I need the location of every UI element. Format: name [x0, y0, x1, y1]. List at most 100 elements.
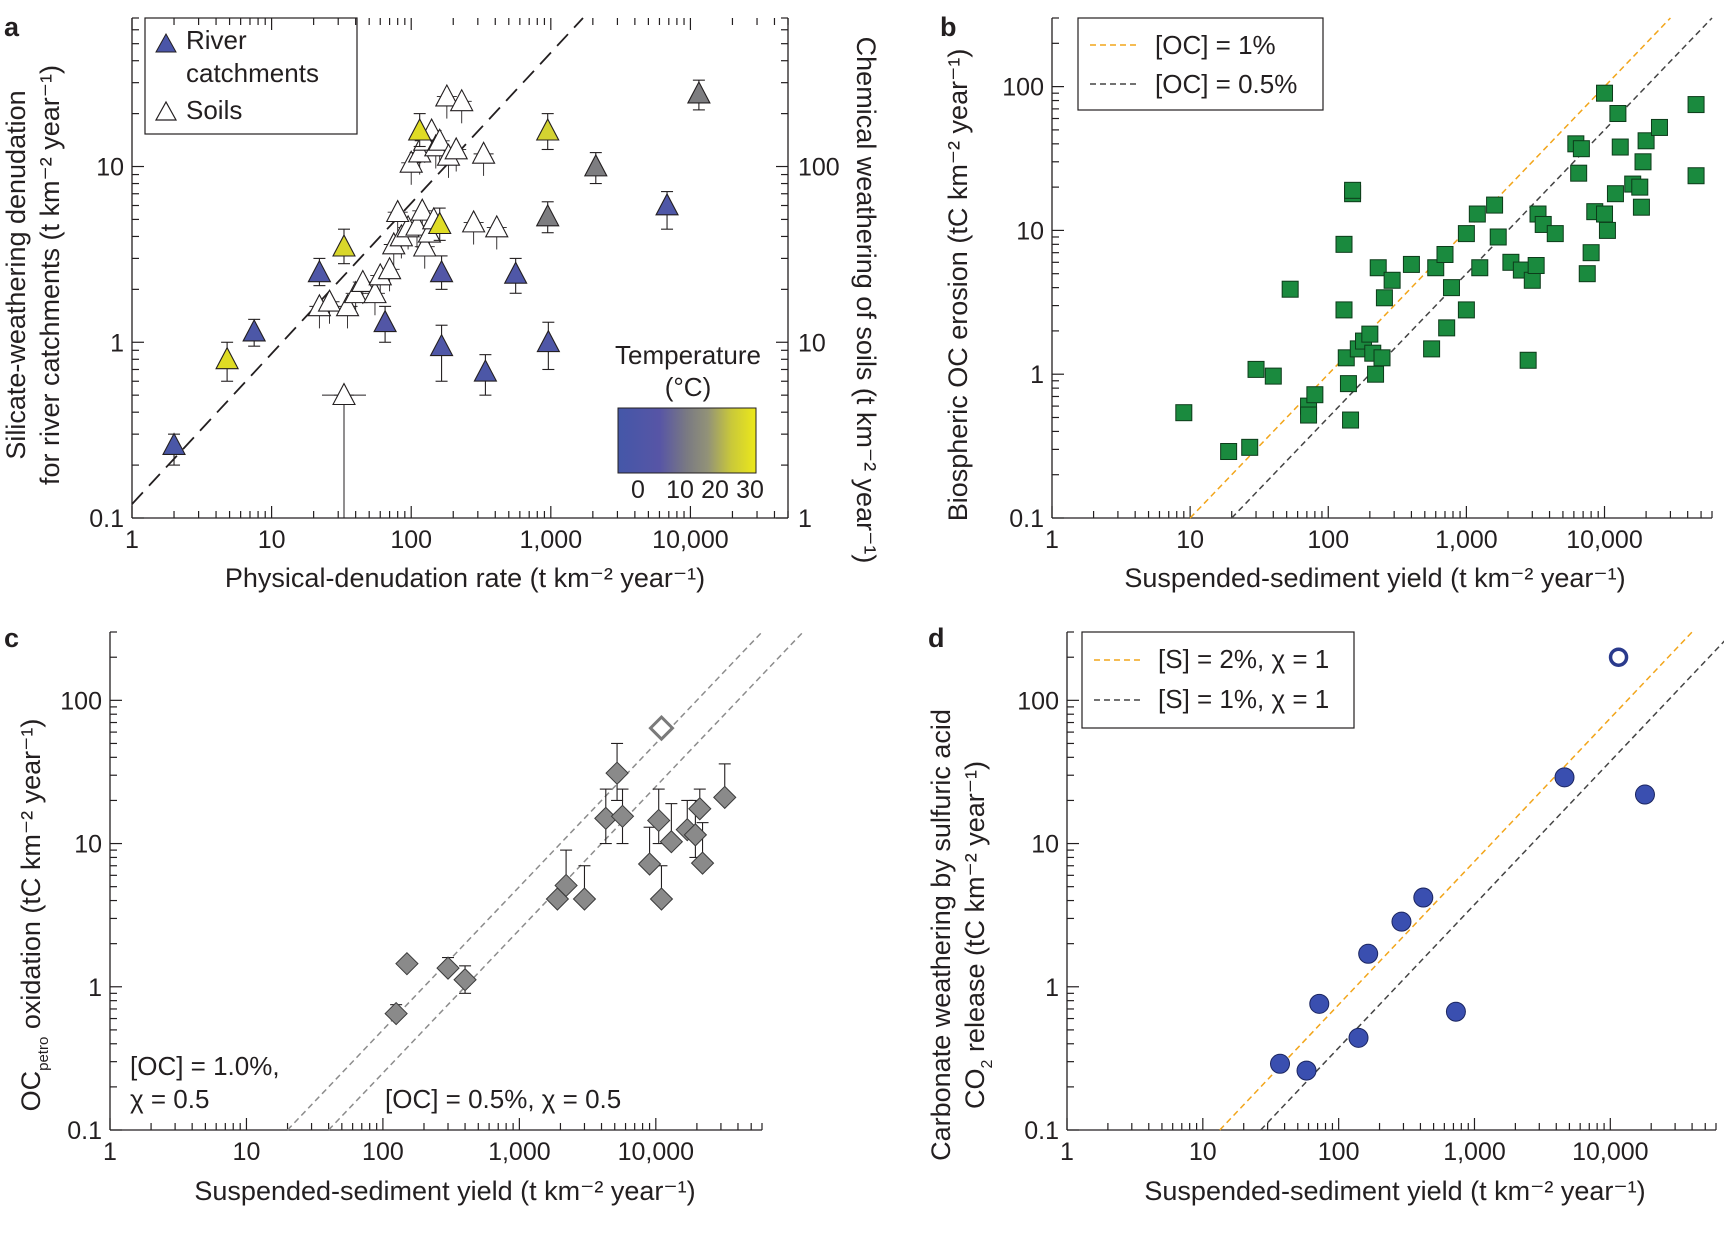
oc-petro-open-point [648, 714, 675, 742]
river-catchment-point [535, 203, 560, 227]
oc-erosion-point [1369, 259, 1387, 277]
soil-point [332, 382, 356, 406]
carbonate-weathering-point [1348, 1027, 1369, 1048]
carbonate-weathering-point [1634, 784, 1655, 805]
panel-a: Physical-denudation rate (t km⁻² year⁻¹)… [1, 17, 881, 593]
panel-d-y-axis-title-line1: Carbonate weathering by sulfuric acid [926, 709, 956, 1161]
oc-petro-point [637, 852, 662, 876]
panel-b-line-1 [1231, 17, 1713, 519]
oc-erosion-point [1598, 221, 1616, 239]
panel-c-x-tick-label: 10 [233, 1138, 261, 1166]
panel-a-legend: River catchments Soils [144, 17, 358, 135]
oc-petro-point [683, 823, 708, 847]
panel-a-letter: a [4, 12, 20, 42]
legend-label-soils: Soils [186, 95, 242, 125]
oc-erosion-point [1375, 289, 1393, 307]
panel-c-y-tick-label: 1 [88, 974, 102, 1002]
carbonate-weathering-point [1445, 1001, 1466, 1022]
panel-a-y-axis-title-line1: Silicate-weathering denudation [1, 90, 31, 459]
panel-a-soils-series [307, 83, 509, 518]
river-catchment-point [407, 117, 432, 141]
carbonate-weathering-point [1413, 887, 1434, 908]
soil-point [427, 128, 452, 151]
oc-erosion-point [1606, 185, 1624, 203]
oc-erosion-point [1220, 443, 1238, 461]
colorbar-tick-30: 30 [736, 476, 764, 504]
legend-label-oc-0-5: [OC] = 0.5% [1155, 69, 1297, 99]
oc-petro-point [649, 887, 674, 911]
oc-erosion-point [1383, 271, 1401, 289]
panel-b-y-tick-label: 100 [1002, 74, 1044, 102]
river-catchment-point [373, 309, 398, 333]
oc-erosion-point [1335, 301, 1353, 319]
panel-d-line-1 [1260, 640, 1724, 1131]
carbonate-weathering-point [1358, 943, 1379, 964]
carbonate-weathering-open-point [1608, 647, 1629, 667]
oc-erosion-point [1637, 132, 1655, 150]
panel-d-x-tick-label: 100 [1318, 1138, 1360, 1166]
panel-b-y-tick-label: 10 [1016, 217, 1044, 245]
soil-point [385, 199, 410, 223]
oc-erosion-point [1527, 257, 1545, 275]
panel-a-right-tick-label: 1 [798, 505, 812, 533]
river-catchment-point [215, 346, 240, 370]
panel-a-reference-line [131, 17, 584, 505]
oc-erosion-point [1427, 259, 1445, 277]
oc-erosion-point [1471, 259, 1489, 277]
soil-point [461, 209, 486, 233]
colorbar-tick-20: 20 [701, 476, 729, 504]
panel-d-line-0 [1219, 631, 1693, 1131]
river-catchment-point [162, 432, 186, 455]
oc-petro-point [647, 808, 671, 833]
panel-a-x-tick-label: 1,000 [520, 526, 583, 554]
panel-d-x-tick-label: 10,000 [1572, 1138, 1648, 1166]
oc-erosion-point [1519, 351, 1537, 369]
oc-erosion-point [1609, 105, 1627, 123]
panel-c-x-tick-label: 1,000 [488, 1138, 551, 1166]
panel-b-x-axis-title: Suspended-sediment yield (t km⁻² year⁻¹) [1124, 563, 1625, 593]
colorbar-tick-10: 10 [666, 476, 694, 504]
oc-erosion-point [1442, 279, 1460, 297]
river-catchment-point [429, 259, 454, 283]
soil-point [407, 139, 432, 163]
oc-erosion-point [1582, 244, 1600, 262]
oc-petro-point [395, 951, 419, 976]
panel-b-x-tick-label: 1,000 [1435, 526, 1498, 554]
oc-erosion-point [1423, 340, 1441, 358]
river-catchment-point [583, 153, 608, 177]
panel-a-river-series [162, 79, 711, 466]
panel-a-y-tick-label: 1 [110, 329, 124, 357]
river-catchment-point [473, 358, 498, 382]
river-catchment-point [655, 192, 679, 216]
panel-a-x-tick-label: 100 [390, 526, 432, 554]
panel-a-right-axis-title: Chemical weathering of soils (t km⁻² yea… [851, 37, 881, 564]
panel-d-x-axis-title: Suspended-sediment yield (t km⁻² year⁻¹) [1144, 1176, 1645, 1206]
panel-c-lines [286, 631, 804, 1131]
panel-c-letter: c [4, 623, 19, 653]
soil-point [484, 214, 509, 238]
soil-point [410, 198, 435, 221]
legend-label-oc-1: [OC] = 1% [1155, 30, 1276, 60]
legend-filled-triangle-icon [155, 32, 177, 53]
oc-erosion-point [1335, 235, 1353, 253]
panel-b-letter: b [940, 12, 957, 42]
soil-point [405, 213, 429, 236]
panel-b-legend: [OC] = 1% [OC] = 0.5% [1077, 17, 1324, 111]
panel-b-x-tick-label: 100 [1307, 526, 1349, 554]
oc-erosion-point [1361, 325, 1379, 343]
river-catchment-point [242, 318, 267, 342]
panel-c-x-tick-label: 1 [103, 1138, 117, 1166]
oc-petro-point [384, 1001, 408, 1026]
panel-a-y-tick-label: 10 [96, 154, 124, 182]
colorbar-title-line1: Temperature [615, 340, 761, 370]
oc-erosion-point [1611, 138, 1629, 156]
panel-a-right-tick-label: 100 [798, 154, 840, 182]
oc-erosion-point [1632, 198, 1650, 216]
panel-b-y-axis-title: Biospheric OC erosion (tC km⁻² year⁻¹) [943, 49, 973, 522]
panel-c-y-tick-label: 100 [60, 687, 102, 715]
oc-erosion-point [1523, 271, 1541, 289]
soil-point [412, 233, 437, 257]
